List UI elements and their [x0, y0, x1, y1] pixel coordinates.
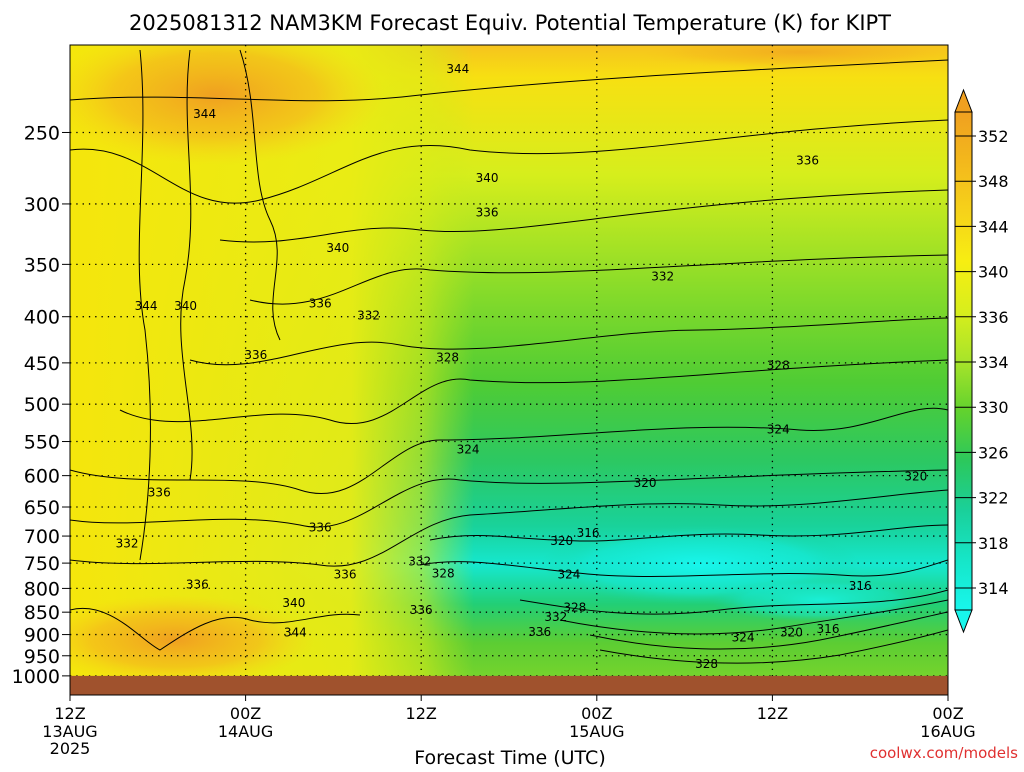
y-tick-label: 900 — [24, 625, 60, 647]
contour-label: 332 — [544, 610, 567, 624]
x-tick-year: 2025 — [50, 739, 91, 758]
colorbar-label: 330 — [978, 398, 1009, 417]
y-tick-label: 950 — [24, 646, 60, 668]
y-tick-label: 800 — [24, 578, 60, 600]
contour-label: 316 — [849, 579, 872, 593]
y-tick-label: 350 — [24, 254, 60, 276]
contour-label: 336 — [244, 348, 267, 362]
colorbar-label: 340 — [978, 263, 1009, 282]
colorbar-label: 322 — [978, 489, 1009, 508]
contour-label: 336 — [796, 154, 819, 168]
contour-label: 344 — [193, 107, 216, 121]
x-tick-label: 00Z — [932, 704, 963, 723]
x-tick-date: 16AUG — [920, 722, 975, 741]
x-tick-label: 00Z — [581, 704, 612, 723]
contour-label: 328 — [563, 601, 586, 615]
y-tick-label: 300 — [24, 194, 60, 216]
colorbar-label: 336 — [978, 308, 1009, 327]
y-tick-label: 450 — [24, 353, 60, 375]
y-tick-label: 650 — [24, 497, 60, 519]
colorbar-top-arrow — [954, 88, 973, 113]
plot-frame — [69, 44, 949, 696]
contour-lines — [70, 49, 948, 664]
colorbar-label: 314 — [978, 579, 1009, 598]
y-tick-label: 750 — [24, 553, 60, 575]
contour-label: 324 — [558, 567, 581, 581]
contour-label: 340 — [326, 241, 349, 255]
colorbar-label: 344 — [978, 217, 1009, 236]
contour-label: 328 — [695, 657, 718, 671]
contour-label: 336 — [186, 577, 209, 591]
x-tick-label: 12Z — [757, 704, 788, 723]
y-tick-label: 600 — [24, 466, 60, 488]
contour-label: 344 — [284, 626, 307, 640]
contour-label: 332 — [116, 537, 139, 551]
x-tick-label: 12Z — [406, 704, 437, 723]
y-tick-label: 700 — [24, 526, 60, 548]
x-tick-date: 13AUG — [42, 722, 97, 741]
theta-e-warm-core-high — [70, 45, 385, 165]
contour-label: 328 — [767, 359, 790, 373]
x-tick-date: 15AUG — [569, 722, 624, 741]
contour-label: 320 — [904, 470, 927, 484]
theta-e-warm-core-top — [620, 45, 948, 70]
contour-label: 332 — [651, 269, 674, 283]
contour-label: 340 — [476, 171, 499, 185]
x-tick-label: 12Z — [54, 704, 85, 723]
contour-label: 316 — [817, 622, 840, 636]
contour-label: 336 — [309, 520, 332, 534]
contour-label: 328 — [436, 351, 459, 365]
contour-label: 344 — [446, 62, 469, 76]
contour-label: 332 — [357, 309, 380, 323]
contour-label: 320 — [634, 476, 657, 490]
contour-label: 324 — [767, 422, 790, 436]
contour-label: 320 — [780, 626, 803, 640]
x-tick-label: 00Z — [230, 704, 261, 723]
contour-label: 324 — [457, 443, 480, 457]
y-axis: 2503003504004505005506006507007508008509… — [12, 122, 70, 688]
contour-label: 336 — [410, 603, 433, 617]
contour-label: 336 — [148, 486, 171, 500]
contour-label: 336 — [309, 297, 332, 311]
contour-label: 344 — [135, 299, 158, 313]
x-axis-label: Forecast Time (UTC) — [414, 747, 605, 768]
colorbar-label: 318 — [978, 534, 1009, 553]
theta-e-cold-core-2 — [710, 578, 930, 622]
contour-label: 336 — [334, 567, 357, 581]
contour-label: 336 — [476, 206, 499, 220]
contour-label: 336 — [528, 625, 551, 639]
colorbar-label: 352 — [978, 127, 1009, 146]
y-tick-label: 1000 — [12, 666, 60, 688]
colorbar: 352 348 344 340 336 334 330 326 322 318 314 — [954, 88, 1009, 634]
contour-label: 316 — [577, 526, 600, 540]
theta-e-warm-core-low — [70, 595, 315, 685]
y-tick-label: 400 — [24, 307, 60, 329]
contour-label: 340 — [282, 596, 305, 610]
credit-text: coolwx.com/models — [870, 744, 1018, 762]
y-tick-label: 500 — [24, 394, 60, 416]
y-tick-label: 550 — [24, 432, 60, 454]
contour-label: 320 — [550, 534, 573, 548]
chart-title: 2025081312 NAM3KM Forecast Equiv. Potent… — [129, 11, 891, 35]
contour-label: 324 — [732, 631, 755, 645]
contour-label: 328 — [432, 566, 455, 580]
colorbar-label: 334 — [978, 353, 1009, 372]
contour-label: 332 — [408, 554, 431, 568]
x-tick-date: 14AUG — [218, 722, 273, 741]
colorbar-bottom-arrow — [954, 609, 973, 634]
y-tick-label: 250 — [24, 122, 60, 144]
ground-below-surface — [70, 675, 948, 695]
colorbar-label: 326 — [978, 443, 1009, 462]
contour-label: 340 — [174, 299, 197, 313]
y-tick-label: 850 — [24, 602, 60, 624]
colorbar-label: 348 — [978, 172, 1009, 191]
colorbar-ramp — [954, 111, 973, 611]
